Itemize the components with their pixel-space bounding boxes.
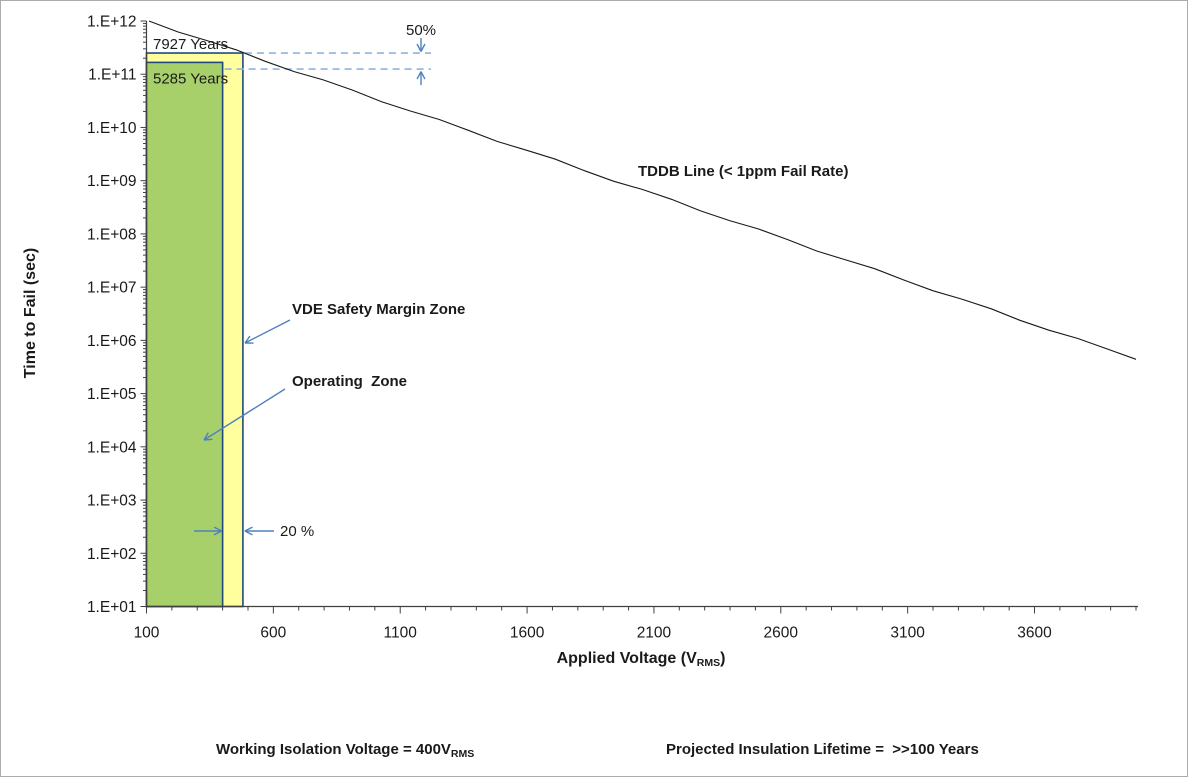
y-tick-label: 1.E+01	[87, 599, 137, 616]
vde-zone-arrow	[244, 319, 291, 344]
pct20-left-arrow-head	[244, 530, 253, 536]
pct20-left-arrow-head	[244, 526, 253, 532]
working-isolation-voltage-note: Working Isolation Voltage = 400VRMS	[216, 741, 475, 760]
x-axis-title-end: )	[720, 650, 726, 667]
vde-zone-arrow-head	[244, 335, 251, 344]
x-tick-label: 2100	[637, 625, 672, 642]
y-axis-title: Time to Fail (sec)	[22, 247, 39, 379]
projected-lifetime-note: Projected Insulation Lifetime = >>100 Ye…	[666, 741, 979, 758]
pct50-up-arrow-head	[420, 71, 426, 80]
pct20-right-arrow-head	[213, 530, 222, 536]
pct50-label: 50%	[406, 22, 436, 39]
pct50-down-arrow-head	[420, 43, 426, 52]
y-tick-label: 1.E+11	[88, 67, 136, 84]
vde-zone-top-years-label: 7927 Years	[153, 36, 228, 53]
x-tick-label: 3600	[1017, 625, 1052, 642]
x-tick-label: 1100	[384, 625, 418, 642]
y-tick-label: 1.E+04	[87, 439, 137, 456]
y-tick-label: 1.E+08	[87, 226, 137, 243]
operating-zone-label: Operating Zone	[292, 373, 407, 390]
x-tick-label: 3100	[890, 625, 925, 642]
tddb-line	[148, 20, 1137, 360]
x-tick-label: 600	[260, 625, 286, 642]
pct20-label: 20 %	[280, 523, 314, 540]
operating-zone-top-years-label: 5285 Years	[153, 70, 228, 87]
x-axis-title-subscript: RMS	[696, 657, 721, 669]
y-tick-label: 1.E+03	[87, 493, 137, 510]
pct50-up-arrow-head	[416, 71, 422, 80]
x-tick-label: 1600	[510, 625, 545, 642]
footer-conditions-left: Working Isolation Voltage = 400VRMS TA u…	[216, 702, 475, 776]
pct50-down-arrow-head	[416, 43, 422, 52]
operating-zone-arrow-head	[203, 432, 209, 441]
y-tick-label: 1.E+10	[87, 120, 137, 137]
tddb-line-label: TDDB Line (< 1ppm Fail Rate)	[638, 163, 848, 180]
y-tick-label: 1.E+07	[87, 280, 137, 297]
y-tick-label: 1.E+09	[87, 173, 137, 190]
operating-zone-rect	[145, 61, 224, 608]
footer-conditions-right: Projected Insulation Lifetime = >>100 Ye…	[666, 702, 979, 776]
y-tick-label: 1.E+05	[87, 386, 137, 403]
y-tick-label: 1.E+06	[87, 333, 137, 350]
operating-zone-arrow-head	[203, 438, 213, 441]
y-tick-label: 1.E+02	[87, 546, 137, 563]
x-axis-title: Applied Voltage (VRMS)	[557, 650, 726, 669]
vde-zone-label: VDE Safety Margin Zone	[292, 301, 465, 318]
operating-zone-arrow	[203, 388, 286, 441]
x-tick-label: 100	[134, 625, 160, 642]
pct20-right-arrow-head	[213, 526, 222, 532]
x-tick-label: 2600	[764, 625, 799, 642]
y-tick-label: 1.E+12	[87, 14, 137, 31]
x-axis-title-main: Applied Voltage (V	[556, 650, 697, 667]
